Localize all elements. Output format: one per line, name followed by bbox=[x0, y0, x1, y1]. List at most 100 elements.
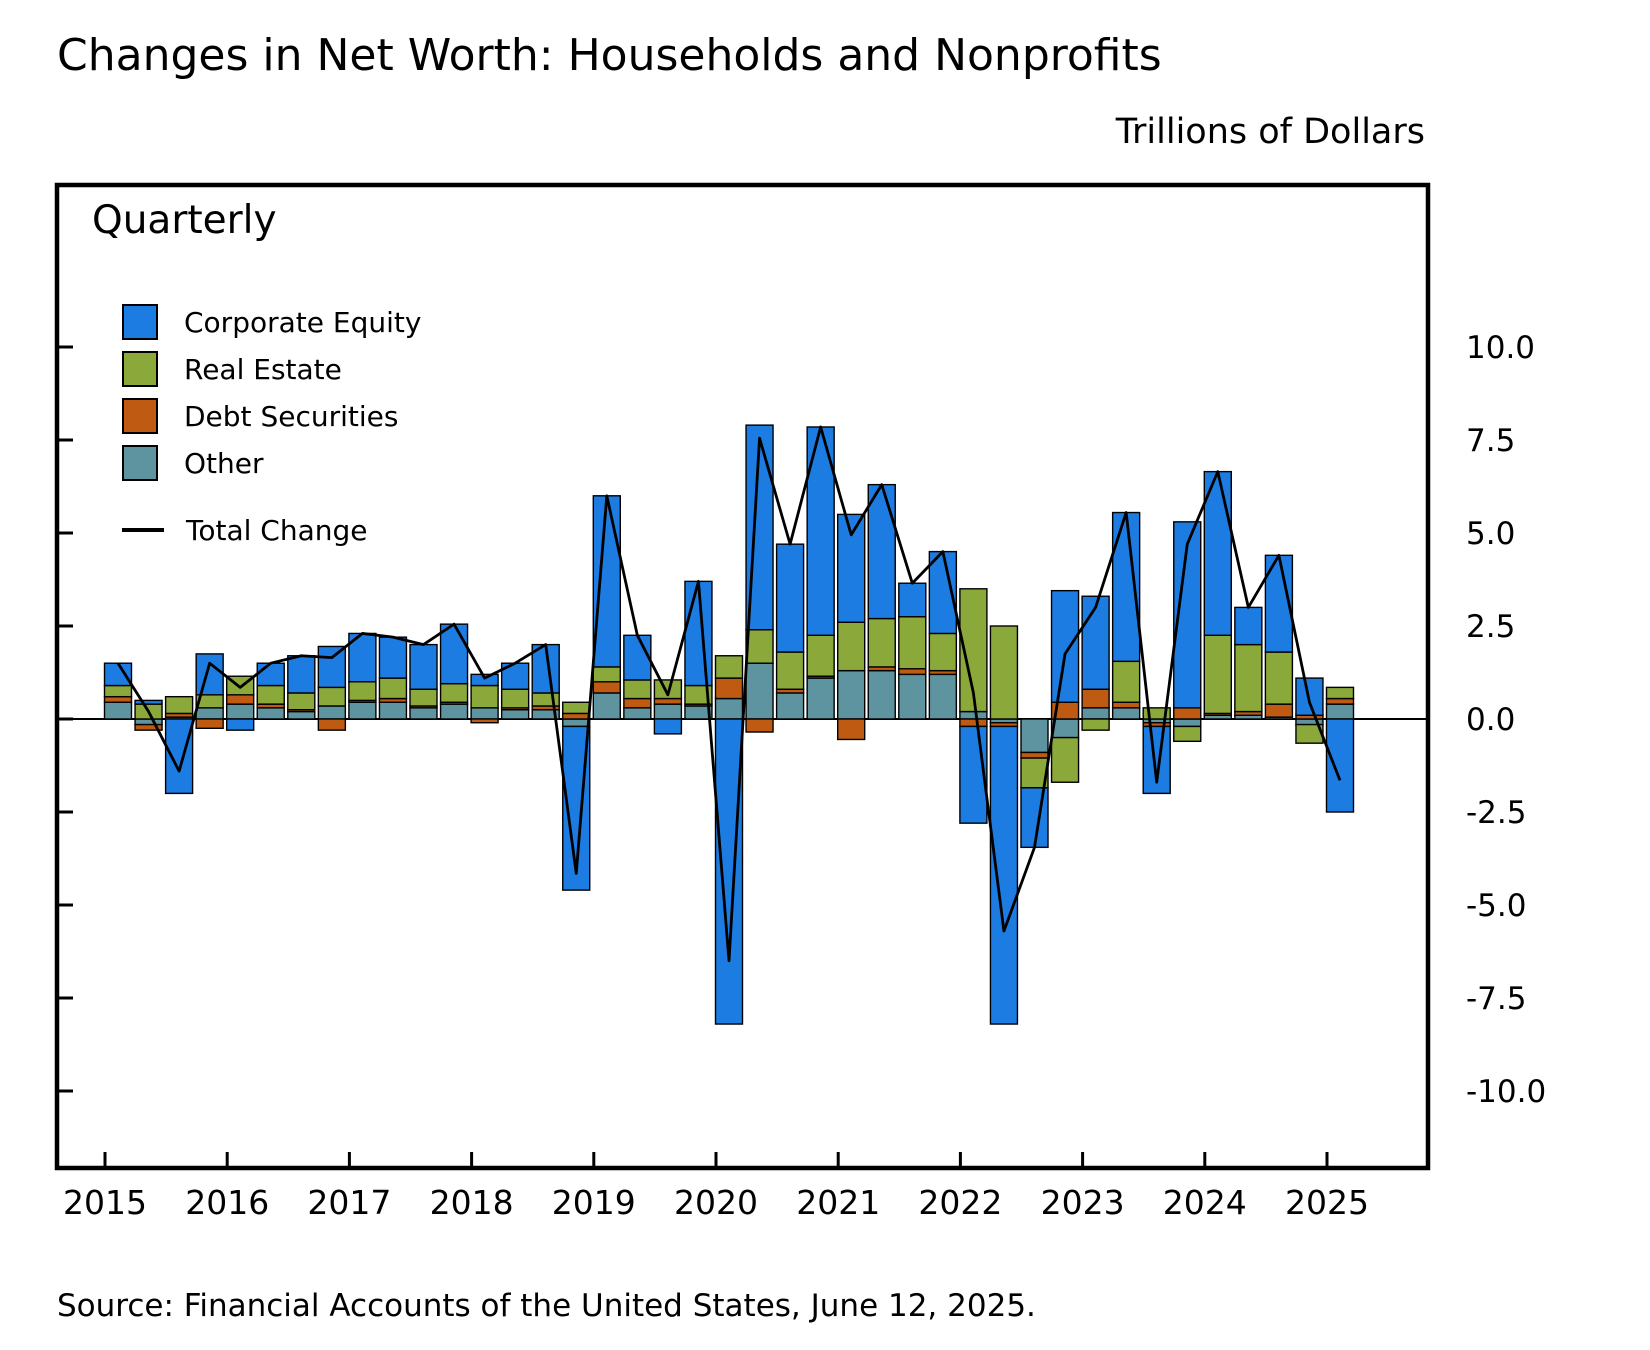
bar-segment bbox=[317, 718, 347, 731]
bar-segment bbox=[1264, 703, 1294, 718]
bar-segment bbox=[1050, 589, 1080, 703]
bar-segment bbox=[225, 694, 255, 705]
x-axis-label: 2015 bbox=[63, 1183, 147, 1222]
bar-segment bbox=[592, 666, 621, 683]
bar-segment bbox=[959, 725, 988, 824]
plot-border bbox=[54, 182, 1431, 1171]
bar-segment bbox=[256, 707, 285, 720]
x-axis-label: 2021 bbox=[796, 1183, 880, 1222]
bar-segment bbox=[103, 684, 133, 698]
bar-segment bbox=[500, 709, 530, 720]
bar-segment bbox=[592, 681, 621, 694]
bar-segment bbox=[1081, 688, 1110, 709]
bar-segment bbox=[1050, 736, 1080, 783]
bar-segment bbox=[409, 688, 438, 707]
bar-segment bbox=[562, 701, 591, 715]
bar-segment bbox=[225, 703, 255, 720]
bar-segment bbox=[287, 692, 316, 711]
bar-segment bbox=[348, 681, 377, 702]
bar-segment bbox=[103, 662, 133, 687]
bar-segment bbox=[1325, 697, 1355, 705]
y-axis-label: 7.5 bbox=[1466, 423, 1515, 459]
bar-segment bbox=[256, 662, 285, 687]
bar-segment bbox=[1203, 470, 1233, 636]
bar-segment bbox=[195, 718, 224, 730]
bar-segment bbox=[623, 707, 652, 720]
bar-segment bbox=[1081, 707, 1110, 720]
bar-segment bbox=[195, 653, 224, 696]
y-axis-label: 2.5 bbox=[1466, 609, 1515, 645]
chart-title: Changes in Net Worth: Households and Non… bbox=[57, 30, 1162, 81]
total-change-line bbox=[116, 425, 1342, 963]
bar-segment bbox=[1325, 686, 1355, 700]
other-swatch-icon bbox=[122, 445, 158, 481]
y-axis-label: 0.0 bbox=[1466, 702, 1515, 738]
source-note: Source: Financial Accounts of the United… bbox=[57, 1288, 1036, 1324]
bar-segment bbox=[928, 673, 958, 720]
y-axis-label: -10.0 bbox=[1466, 1074, 1546, 1110]
y-axis-label: -5.0 bbox=[1466, 888, 1527, 924]
legend-label: Other bbox=[184, 446, 264, 480]
bar-segment bbox=[317, 686, 347, 707]
bar-segment bbox=[317, 645, 347, 689]
bar-segment bbox=[653, 697, 683, 705]
bar-segment bbox=[745, 662, 774, 720]
bar-segment bbox=[837, 718, 866, 741]
bar-segment bbox=[470, 707, 499, 720]
bar-segment bbox=[867, 669, 896, 720]
bar-segment bbox=[745, 718, 774, 733]
bar-segment bbox=[989, 725, 1019, 1025]
y-axis-units-label: Trillions of Dollars bbox=[1115, 112, 1425, 152]
legend-label: Debt Securities bbox=[184, 399, 399, 433]
frequency-label: Quarterly bbox=[92, 198, 277, 243]
bar-segment bbox=[134, 699, 163, 705]
bar-segment bbox=[409, 643, 438, 690]
bar-segment bbox=[775, 543, 805, 653]
bar-segment bbox=[378, 677, 408, 700]
bar-segment bbox=[470, 718, 499, 724]
bar-segment bbox=[745, 629, 774, 664]
x-axis-label: 2024 bbox=[1163, 1183, 1247, 1222]
bar-segment bbox=[714, 697, 744, 720]
x-axis-label: 2019 bbox=[552, 1183, 636, 1222]
bar-segment bbox=[470, 684, 499, 709]
bar-segment bbox=[714, 718, 744, 1025]
bar-segment bbox=[592, 495, 621, 668]
bar-segment bbox=[1234, 606, 1263, 646]
bar-segment bbox=[1234, 643, 1263, 713]
bar-segment bbox=[867, 617, 896, 668]
bar-segment bbox=[898, 668, 927, 676]
bar-segment bbox=[837, 669, 866, 720]
legend-item-total-change: Total Change bbox=[122, 511, 421, 549]
bar-segment bbox=[531, 692, 560, 707]
bar-segment bbox=[867, 483, 896, 620]
bar-segment bbox=[1203, 634, 1233, 715]
bar-segment bbox=[439, 682, 469, 703]
bar-segment bbox=[898, 582, 927, 618]
bar-segment bbox=[439, 703, 469, 720]
bar-segment bbox=[103, 701, 133, 720]
bar-segment bbox=[439, 623, 469, 685]
bar-segment bbox=[164, 718, 194, 795]
bar-segment bbox=[256, 684, 285, 705]
bar-segment bbox=[714, 655, 744, 679]
bar-segment bbox=[989, 625, 1019, 720]
bar-segment bbox=[837, 621, 866, 672]
bar-segment bbox=[134, 723, 163, 731]
bar-segment bbox=[1020, 718, 1049, 754]
bar-segment bbox=[317, 705, 347, 720]
y-axis-label: -7.5 bbox=[1466, 981, 1527, 1017]
legend-item-other: Other bbox=[122, 444, 421, 482]
corporate-equity-swatch-icon bbox=[122, 304, 158, 340]
legend-item-debt-securities: Debt Securities bbox=[122, 397, 421, 435]
bar-segment bbox=[653, 718, 683, 735]
bar-segment bbox=[623, 697, 652, 709]
bar-segment bbox=[287, 655, 316, 694]
bar-segment bbox=[225, 718, 255, 731]
bar-segment bbox=[562, 712, 591, 720]
legend: Corporate Equity Real Estate Debt Securi… bbox=[122, 303, 421, 549]
bar-segment bbox=[898, 616, 927, 670]
bar-segment bbox=[1173, 725, 1202, 743]
bar-segment bbox=[195, 707, 224, 720]
